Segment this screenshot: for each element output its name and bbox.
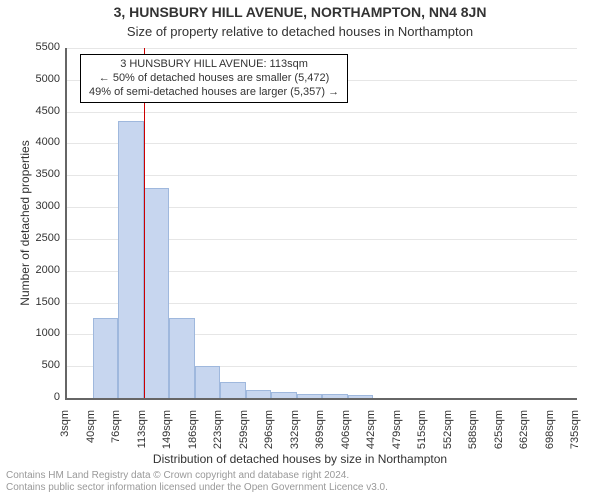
x-tick: 369sqm	[314, 410, 326, 470]
y-tick: 2000	[10, 264, 60, 276]
x-tick: 332sqm	[289, 410, 301, 470]
x-tick: 76sqm	[110, 410, 122, 470]
y-tick: 5000	[10, 73, 60, 85]
x-tick: 698sqm	[544, 410, 556, 470]
y-tick: 3500	[10, 168, 60, 180]
x-tick: 296sqm	[263, 410, 275, 470]
info-line-2: ← 50% of detached houses are smaller (5,…	[89, 72, 339, 86]
footer-attribution: Contains HM Land Registry data © Crown c…	[6, 470, 388, 494]
histogram-bar	[195, 366, 221, 398]
histogram-bar	[118, 121, 144, 398]
y-tick: 1000	[10, 327, 60, 339]
x-tick: 259sqm	[238, 410, 250, 470]
y-tick: 2500	[10, 232, 60, 244]
x-tick: 223sqm	[212, 410, 224, 470]
histogram-bar	[297, 394, 323, 398]
y-tick: 4500	[10, 105, 60, 117]
y-tick: 0	[10, 391, 60, 403]
x-tick: 3sqm	[59, 410, 71, 470]
x-tick: 479sqm	[391, 410, 403, 470]
footer-line-2: Contains public sector information licen…	[6, 482, 388, 494]
x-tick: 625sqm	[493, 410, 505, 470]
chart-title: 3, HUNSBURY HILL AVENUE, NORTHAMPTON, NN…	[0, 4, 600, 20]
y-tick: 3000	[10, 200, 60, 212]
y-tick: 500	[10, 359, 60, 371]
histogram-bar	[144, 188, 170, 398]
x-tick: 186sqm	[187, 410, 199, 470]
x-tick: 662sqm	[518, 410, 530, 470]
histogram-bar	[322, 394, 348, 398]
footer-line-1: Contains HM Land Registry data © Crown c…	[6, 470, 388, 482]
histogram-bar	[271, 392, 297, 398]
y-tick: 4000	[10, 136, 60, 148]
y-tick: 1500	[10, 296, 60, 308]
histogram-bar	[93, 318, 119, 398]
histogram-bar	[246, 390, 272, 398]
y-tick: 5500	[10, 41, 60, 53]
x-tick: 149sqm	[161, 410, 173, 470]
histogram-bar	[169, 318, 195, 398]
x-tick: 442sqm	[365, 410, 377, 470]
x-tick: 406sqm	[340, 410, 352, 470]
histogram-bar	[220, 382, 246, 398]
info-line-3: 49% of semi-detached houses are larger (…	[89, 86, 339, 100]
plot-area: 3 HUNSBURY HILL AVENUE: 113sqm ← 50% of …	[65, 48, 577, 400]
x-tick: 113sqm	[136, 410, 148, 470]
x-tick: 552sqm	[442, 410, 454, 470]
x-tick: 735sqm	[569, 410, 581, 470]
histogram-bar	[348, 395, 374, 398]
chart-subtitle: Size of property relative to detached ho…	[0, 24, 600, 39]
info-line-1: 3 HUNSBURY HILL AVENUE: 113sqm	[89, 58, 339, 72]
x-tick: 515sqm	[416, 410, 428, 470]
x-tick: 588sqm	[467, 410, 479, 470]
x-tick: 40sqm	[85, 410, 97, 470]
info-box: 3 HUNSBURY HILL AVENUE: 113sqm ← 50% of …	[80, 54, 348, 103]
y-axis-label: Number of detached properties	[18, 123, 32, 323]
